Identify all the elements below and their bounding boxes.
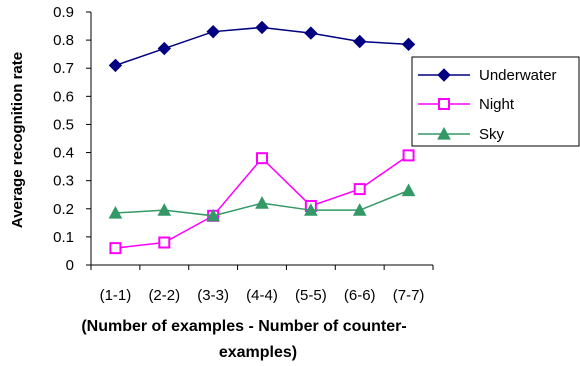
legend-item-sky: Sky — [418, 126, 505, 143]
y-tick-label: 0.8 — [53, 32, 74, 49]
legend: Underwater Night Sky — [411, 56, 580, 147]
data-point-night — [256, 152, 268, 165]
data-point-underwater — [255, 20, 269, 35]
data-point-sky — [255, 196, 269, 209]
data-point-night — [158, 236, 171, 249]
data-point-underwater — [353, 34, 367, 49]
data-point-sky — [108, 205, 123, 219]
x-tick-label: (5-5) — [295, 287, 327, 304]
x-tick-label: (6-6) — [344, 287, 376, 304]
y-tick-label: 0.4 — [53, 145, 74, 162]
data-point-night — [353, 183, 366, 196]
chart-axes — [90, 12, 433, 266]
x-tick-label: (7-7) — [393, 287, 425, 304]
y-tick-label: 0.9 — [53, 4, 74, 21]
y-axis-ticks: 0 0.1 0.2 0.3 0.4 0.5 0.6 0.7 0.8 0.9 — [53, 4, 91, 274]
data-point-underwater — [304, 26, 318, 40]
y-tick-label: 0.5 — [53, 116, 74, 133]
legend-label: Underwater — [479, 67, 557, 84]
series-underwater — [108, 20, 416, 73]
y-tick-label: 0.3 — [53, 173, 74, 190]
x-tick-label: (4-4) — [246, 287, 278, 304]
x-axis-ticks: (1-1) (2-2) (3-3) (4-4) (5-5) (6-6) (7-7) — [90, 265, 434, 304]
y-tick-label: 0.7 — [53, 60, 74, 77]
series-sky — [108, 183, 416, 222]
legend-item-night: Night — [418, 96, 515, 113]
data-point-sky — [352, 203, 367, 216]
x-tick-label: (3-3) — [197, 287, 229, 304]
legend-marker-triangle-icon — [437, 126, 451, 140]
data-point-sky — [401, 183, 416, 197]
data-point-sky — [157, 203, 172, 216]
data-point-sky — [206, 208, 220, 222]
legend-label: Sky — [479, 126, 505, 143]
y-tick-label: 0.2 — [53, 201, 74, 218]
x-tick-label: (2-2) — [148, 287, 180, 304]
data-point-underwater — [206, 24, 220, 39]
y-tick-label: 0.1 — [53, 229, 74, 246]
y-axis-label: Average recognition rate — [9, 52, 26, 228]
y-tick-label: 0.6 — [53, 88, 74, 105]
legend-label: Night — [479, 96, 515, 113]
data-point-sky — [304, 203, 318, 216]
x-tick-label: (1-1) — [100, 287, 132, 304]
legend-items: Underwater Night Sky — [418, 67, 557, 143]
legend-marker-square-icon — [438, 98, 450, 110]
series-group — [108, 20, 416, 255]
data-point-underwater — [108, 58, 123, 73]
data-point-underwater — [401, 37, 416, 52]
x-axis-label-line-1: (Number of examples - Number of counter- — [81, 318, 406, 335]
data-point-underwater — [157, 41, 171, 56]
legend-item-underwater: Underwater — [418, 67, 557, 84]
x-axis-label-line-2: examples) — [219, 344, 297, 361]
data-point-night — [402, 149, 415, 162]
data-point-night — [109, 242, 122, 255]
legend-marker-diamond-icon — [437, 68, 451, 82]
y-tick-label: 0 — [66, 257, 74, 274]
